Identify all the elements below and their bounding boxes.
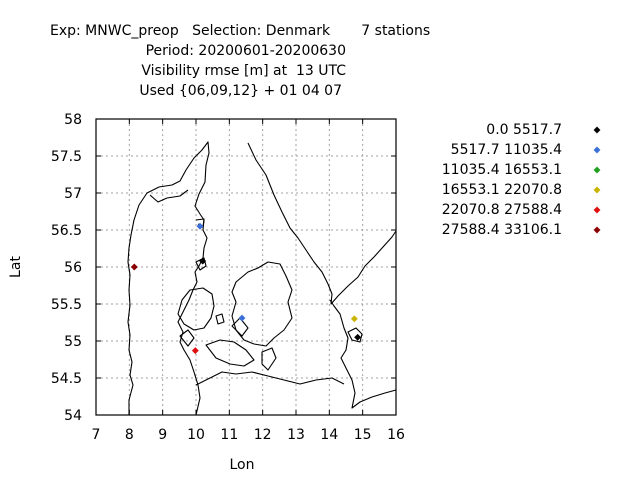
y-tick-label: 58 (64, 112, 82, 128)
header-line-3: Visibility rmse [m] at 13 UTC (141, 63, 346, 79)
station-point (239, 315, 245, 321)
header-line-1: Exp: MNWC_preop Selection: Denmark 7 sta… (50, 23, 430, 39)
x-tick-label: 15 (354, 427, 372, 443)
legend-marker (594, 127, 600, 133)
y-tick-label: 54 (64, 408, 82, 424)
x-tick-label: 14 (320, 427, 338, 443)
y-tick-label: 56 (64, 260, 82, 276)
x-tick-label: 11 (220, 427, 238, 443)
grid-lines (96, 119, 396, 415)
x-tick-label: 16 (387, 427, 405, 443)
legend-marker (594, 167, 600, 173)
y-axis-title: Lat (8, 256, 24, 278)
x-tick-label: 8 (125, 427, 134, 443)
legend-marker (594, 187, 600, 193)
x-tick-label: 7 (92, 427, 101, 443)
data-points (131, 223, 361, 354)
legend: 0.0 5517.7 5517.7 11035.4 11035.4 16553.1 1… (442, 122, 600, 238)
x-tick-label: 12 (254, 427, 272, 443)
legend-label: 5517.7 11035.4 (451, 142, 562, 158)
legend-label: 22070.8 27588.4 (442, 202, 562, 218)
station-point (351, 316, 357, 322)
y-tick-label: 55 (64, 334, 82, 350)
station-point (192, 347, 198, 353)
y-tick-label: 57.5 (51, 149, 82, 165)
x-axis: 7 8 9 10 11 12 13 14 15 16 (92, 119, 405, 443)
y-axis: 54 54.5 55 55.5 56 56.5 57 57.5 58 (51, 112, 396, 424)
station-point (131, 264, 137, 270)
header-line-4: Used {06,09,12} + 01 04 07 (139, 83, 342, 99)
y-tick-label: 56.5 (51, 223, 82, 239)
y-tick-label: 57 (64, 186, 82, 202)
station-point (197, 223, 203, 229)
legend-marker (594, 207, 600, 213)
x-tick-label: 10 (187, 427, 205, 443)
x-axis-title: Lon (230, 457, 255, 473)
station-point (354, 334, 360, 340)
y-tick-label: 55.5 (51, 297, 82, 313)
legend-label: 27588.4 33106.1 (442, 222, 562, 238)
coastline-map (128, 142, 396, 415)
x-tick-label: 13 (287, 427, 305, 443)
legend-marker (594, 227, 600, 233)
legend-label: 16553.1 22070.8 (442, 182, 562, 198)
header-line-2: Period: 20200601-20200630 (146, 43, 346, 59)
y-tick-label: 54.5 (51, 371, 82, 387)
x-tick-label: 9 (158, 427, 167, 443)
legend-label: 11035.4 16553.1 (442, 162, 562, 178)
legend-label: 0.0 5517.7 (486, 122, 562, 138)
legend-marker (594, 147, 600, 153)
